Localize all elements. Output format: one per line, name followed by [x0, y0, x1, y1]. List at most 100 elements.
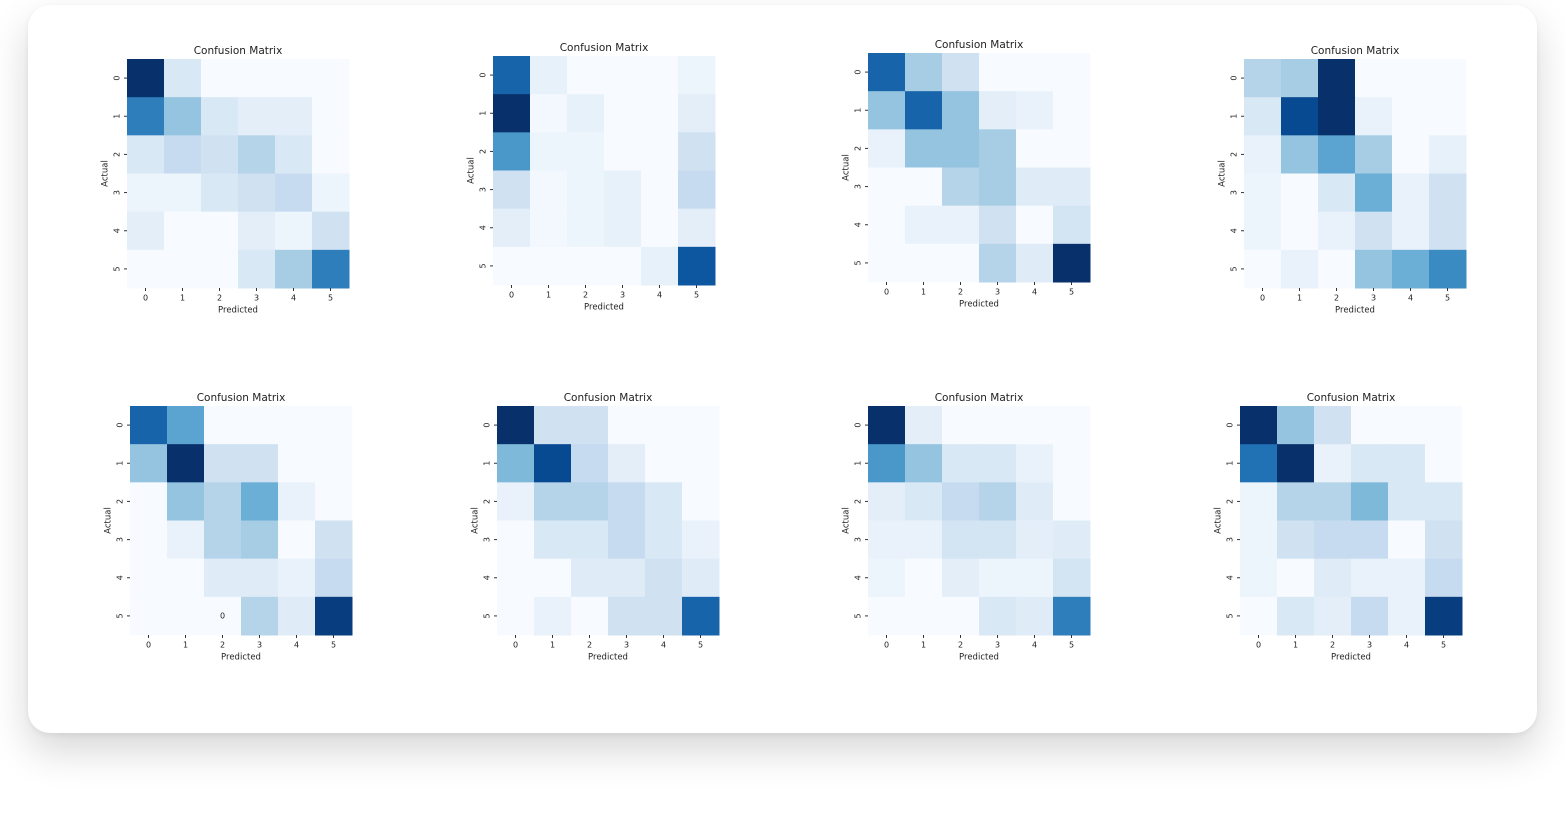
x-tick-label: 4	[657, 291, 662, 300]
heatmap-cell	[130, 558, 168, 598]
heatmap-cell	[868, 129, 906, 168]
heatmap-cell	[497, 444, 535, 483]
y-tick-label: 0	[113, 76, 122, 81]
y-tick-label: 0	[854, 423, 863, 428]
heatmap-cell	[167, 596, 205, 636]
heatmap-cell	[164, 97, 202, 136]
y-axis-label: Actual	[1218, 160, 1228, 187]
heatmap-cell	[534, 596, 572, 636]
y-tick-label: 2	[479, 149, 488, 154]
heatmap-cell	[1392, 59, 1430, 98]
x-tick-label: 3	[254, 294, 259, 303]
heatmap-cell	[534, 406, 572, 445]
heatmap-cell	[312, 249, 350, 289]
x-tick-label: 3	[624, 641, 629, 650]
heatmap-cell	[1053, 205, 1091, 245]
heatmap-cell	[1351, 596, 1389, 636]
y-tick-label: 4	[854, 575, 863, 580]
heatmap-cell	[678, 208, 716, 248]
heatmap-cell	[1314, 444, 1352, 483]
heatmap-cell	[534, 444, 572, 483]
heatmap-cell	[1388, 444, 1426, 483]
heatmap-cell	[275, 211, 313, 251]
heatmap-cell	[534, 558, 572, 598]
heatmap-cell	[275, 249, 313, 289]
heatmap-cell	[312, 173, 350, 213]
heatmap-cell	[682, 520, 720, 560]
y-tick-label: 0	[1226, 423, 1235, 428]
heatmap-cell	[1355, 249, 1393, 289]
x-axis-label: Predicted	[1331, 653, 1371, 663]
heatmap-cell	[905, 482, 943, 521]
heatmap-cell	[1016, 444, 1054, 483]
heatmap-cell	[1351, 520, 1389, 560]
heatmap-cell	[1277, 558, 1315, 598]
heatmap-cell	[1281, 211, 1319, 251]
heatmap-cell	[868, 91, 906, 130]
heatmap-cell	[1244, 211, 1282, 251]
heatmap-cell	[130, 406, 168, 445]
y-tick-label: 4	[1230, 228, 1239, 233]
heatmap-cell	[1053, 444, 1091, 483]
heatmap-cell	[1053, 520, 1091, 560]
heatmap-cell	[530, 170, 568, 210]
y-tick-label: 5	[854, 613, 863, 618]
x-axis-label: Predicted	[221, 653, 261, 663]
x-tick-label: 0	[884, 641, 889, 650]
chart-title: Confusion Matrix	[935, 39, 1024, 51]
heatmap-cell	[204, 444, 242, 483]
heatmap-cell	[1016, 53, 1054, 92]
heatmap-cell	[130, 482, 168, 521]
heatmap-cell	[497, 558, 535, 598]
y-tick-label: 4	[116, 575, 125, 580]
heatmap-cell	[130, 520, 168, 560]
heatmap-cell	[315, 406, 353, 445]
heatmap-cell	[1392, 97, 1430, 136]
y-tick-label: 5	[113, 266, 122, 271]
heatmap-cell	[127, 135, 165, 174]
heatmap-cell	[1355, 173, 1393, 213]
heatmap-cell	[1053, 558, 1091, 598]
heatmap-cell	[942, 406, 980, 445]
heatmap-cell	[608, 444, 646, 483]
heatmap-cell	[1388, 406, 1426, 445]
x-tick-label: 5	[1445, 294, 1450, 303]
heatmap-cell	[1425, 444, 1463, 483]
heatmap-cell	[1429, 173, 1467, 213]
heatmap-cell	[1277, 596, 1315, 636]
heatmap-cell	[312, 59, 350, 98]
heatmap-cell	[905, 520, 943, 560]
heatmap-cell	[641, 56, 679, 95]
heatmap-cell	[201, 97, 239, 136]
x-tick-label: 5	[1441, 641, 1446, 650]
heatmap-cell	[278, 558, 316, 598]
heatmap-cell	[868, 167, 906, 207]
heatmap-cell	[1281, 173, 1319, 213]
x-tick-label: 0	[1256, 641, 1261, 650]
heatmap-cell	[979, 406, 1017, 445]
heatmap-cell	[241, 406, 279, 445]
x-tick-label: 1	[180, 294, 185, 303]
x-tick-label: 1	[921, 288, 926, 297]
heatmap-cell	[942, 482, 980, 521]
x-axis-label: Predicted	[959, 653, 999, 663]
heatmap-cell	[241, 482, 279, 521]
y-tick-label: 5	[1226, 613, 1235, 618]
heatmap-cell	[167, 520, 205, 560]
heatmap-cell	[238, 211, 276, 251]
y-tick-label: 1	[854, 108, 863, 113]
heatmap-cell	[1244, 97, 1282, 136]
heatmap-cell	[567, 170, 605, 210]
heatmap-cell	[127, 173, 165, 213]
heatmap-cell	[164, 173, 202, 213]
heatmap-cell	[493, 94, 531, 133]
x-tick-label: 1	[921, 641, 926, 650]
heatmap-cell	[1053, 129, 1091, 168]
heatmap-cell	[604, 208, 642, 248]
heatmap-cell	[979, 243, 1017, 283]
x-tick-label: 4	[1032, 641, 1037, 650]
heatmap-cell	[942, 205, 980, 245]
heatmap-cell	[678, 246, 716, 286]
